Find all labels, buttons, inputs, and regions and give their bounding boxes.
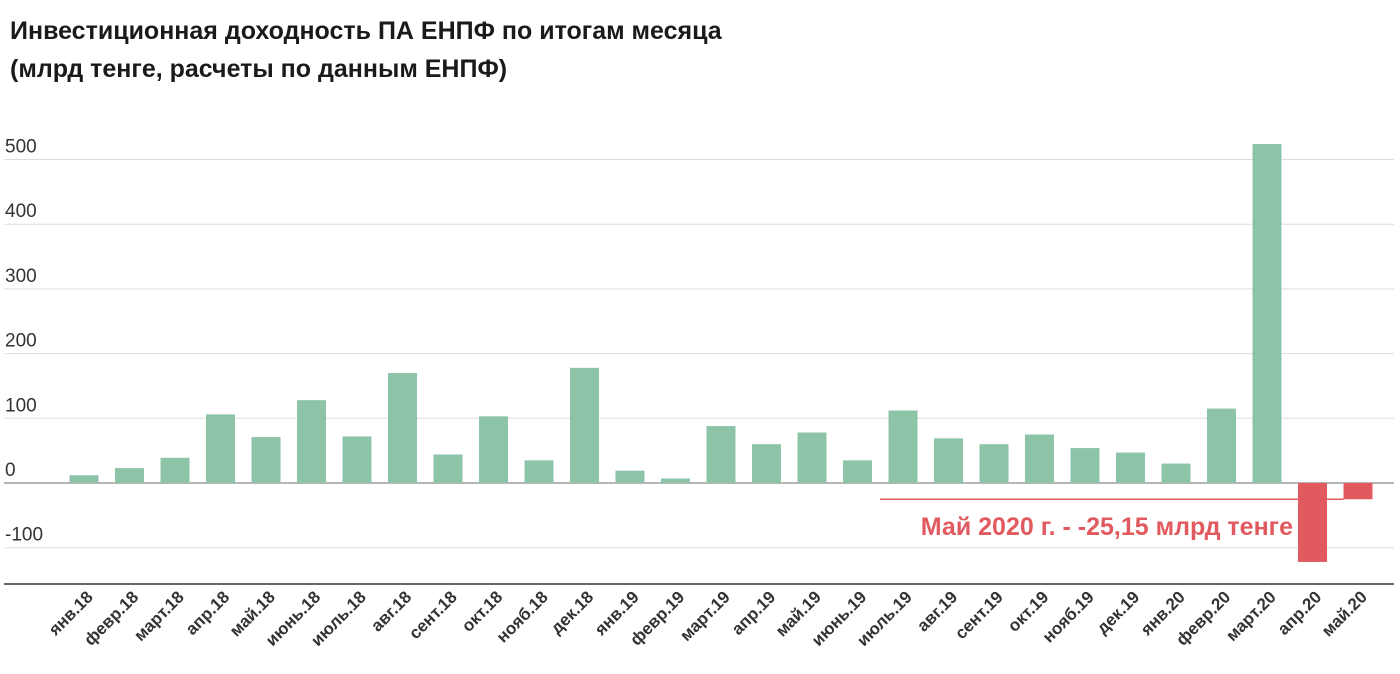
y-tick-label: 100	[5, 395, 37, 416]
bar	[115, 468, 144, 483]
y-tick-label: 200	[5, 331, 37, 352]
bar	[297, 400, 326, 483]
bar	[1025, 434, 1054, 483]
chart-title: Инвестиционная доходность ПА ЕНПФ по ито…	[10, 17, 722, 45]
bar	[979, 444, 1009, 483]
bar	[388, 373, 417, 483]
bar	[797, 432, 827, 483]
x-tick-label: май.20	[1318, 587, 1371, 640]
bar	[69, 475, 99, 483]
x-tick-label: дек.18	[547, 587, 597, 637]
bar	[160, 457, 190, 483]
bar	[752, 444, 781, 483]
y-tick-label: -100	[5, 525, 43, 546]
y-tick-label: 0	[5, 460, 16, 481]
bar	[251, 437, 281, 483]
bars	[69, 143, 1373, 562]
bar	[934, 438, 963, 483]
y-axis-ticks: 500 400 300 200 100 0 -100	[5, 137, 43, 546]
x-tick-label: март.18	[130, 587, 188, 645]
gridlines	[4, 159, 1394, 585]
bar	[1116, 452, 1145, 483]
x-tick-label: сент.19	[951, 587, 1007, 643]
bar	[843, 460, 872, 483]
y-tick-label: 300	[5, 266, 37, 287]
bar	[1070, 448, 1100, 483]
bar	[1343, 483, 1373, 500]
x-axis-ticks: янв.18февр.18март.18апр.18май.18июнь.18и…	[44, 587, 1371, 650]
x-tick-label: дек.19	[1093, 587, 1143, 637]
annotation-group: Май 2020 г. - -25,15 млрд тенге	[880, 498, 1344, 541]
bar	[570, 367, 599, 483]
x-tick-label: март.20	[1222, 587, 1280, 645]
x-tick-label: апр.19	[728, 587, 779, 638]
bar	[433, 454, 463, 483]
annotation-label: Май 2020 г. - -25,15 млрд тенге	[921, 513, 1293, 541]
bar	[524, 460, 554, 483]
x-tick-label: сент.18	[405, 587, 461, 643]
bar	[1161, 463, 1191, 483]
x-tick-label: апр.18	[182, 587, 233, 638]
bar	[1252, 143, 1282, 484]
bar	[479, 416, 508, 483]
bar	[1207, 408, 1236, 483]
bar	[342, 436, 372, 483]
bar	[706, 426, 736, 483]
bar	[1298, 483, 1327, 562]
bar	[615, 470, 645, 483]
y-tick-label: 500	[5, 137, 37, 158]
chart-subtitle: (млрд тенге, расчеты по данным ЕНПФ)	[10, 55, 508, 83]
y-tick-label: 400	[5, 201, 37, 222]
x-tick-label: март.19	[676, 587, 734, 645]
x-tick-label: апр.20	[1274, 587, 1325, 638]
bar	[661, 478, 690, 483]
bar	[888, 410, 918, 483]
bar	[206, 414, 235, 483]
chart-title-block: Инвестиционная доходность ПА ЕНПФ по ито…	[10, 12, 722, 88]
